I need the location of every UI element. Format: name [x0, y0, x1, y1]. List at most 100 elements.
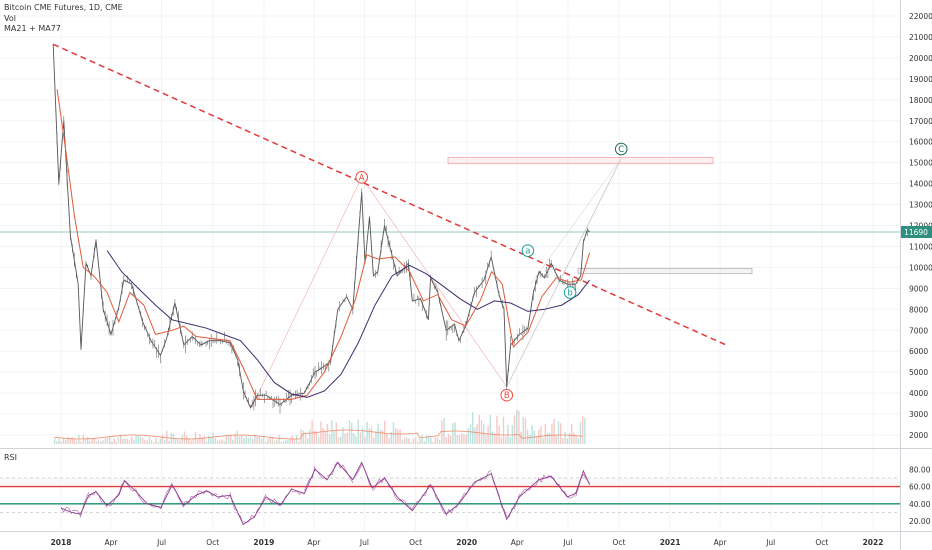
price-tick-label: 16000	[909, 138, 932, 147]
volume-bar	[62, 437, 65, 444]
volume-bar	[463, 434, 465, 444]
rsi-tick-label: 20.00	[909, 517, 931, 526]
rsi-detail	[458, 485, 475, 503]
ma-label[interactable]: MA21 + MA77	[4, 24, 61, 33]
price-tick-label: 5000	[909, 368, 928, 377]
volume-bar	[461, 433, 463, 444]
volume-bar	[529, 434, 531, 444]
volume-bar	[271, 436, 274, 444]
volume-bar	[560, 423, 562, 444]
rsi-detail	[71, 509, 81, 517]
time-tick-label: Jul	[562, 538, 572, 547]
price-axis: 2000 3000 4000 5000 6000 7000 8000 9000 10000 110…	[901, 12, 932, 526]
volume-bar	[485, 434, 487, 444]
rsi-detail	[147, 503, 162, 510]
volume-bar	[89, 440, 91, 444]
volume-bar	[326, 423, 329, 444]
volume-bar	[148, 436, 150, 444]
volume-bar	[557, 421, 560, 444]
volume-bar	[227, 434, 230, 444]
volume-bar	[269, 437, 271, 444]
volume-bar	[335, 422, 337, 444]
wave-label-circle	[563, 286, 577, 299]
time-tick-label: Oct	[613, 538, 626, 547]
volume-bar	[280, 441, 282, 444]
volume-bar	[500, 437, 502, 444]
volume-bar	[287, 439, 289, 444]
wave-leg	[530, 158, 622, 285]
volume-bar	[340, 436, 342, 444]
volume-bar	[386, 434, 388, 444]
volume-bar	[267, 438, 269, 444]
volume-bar	[109, 436, 111, 444]
price-tick-label: 10000	[909, 263, 932, 272]
last-price-tag	[901, 225, 932, 238]
volume-bar	[331, 420, 333, 444]
volume-bar	[555, 435, 557, 444]
volume-bar	[456, 434, 458, 444]
time-tick-label: Oct	[409, 538, 422, 547]
rsi-detail	[237, 514, 244, 526]
volume-bar	[362, 427, 364, 444]
volume-bar	[447, 433, 450, 444]
rsi-detail	[95, 491, 108, 508]
volume-bar	[106, 437, 109, 444]
volume-bar	[474, 427, 476, 444]
rsi-detail	[160, 482, 173, 509]
volume-bar	[157, 441, 159, 444]
time-tick-label: Oct	[206, 538, 219, 547]
volume-bar	[249, 437, 252, 444]
rsi-line	[60, 461, 591, 526]
wave-label-text: a	[525, 247, 530, 257]
time-tick-label: 2019	[253, 538, 274, 547]
volume-bar	[225, 436, 227, 444]
time-tick-label: Oct	[815, 538, 828, 547]
volume-bar	[535, 436, 538, 444]
volume-bar	[423, 440, 425, 444]
time-tick-label: Apr	[714, 538, 728, 547]
time-tick-label: Jul	[359, 538, 369, 547]
volume-bar	[205, 441, 208, 444]
volume-bar	[366, 422, 368, 444]
volume-bar	[124, 438, 126, 444]
wave-label-C: C	[614, 142, 628, 156]
volume-bar	[546, 432, 549, 444]
volume-bar	[384, 420, 386, 444]
volume-bar	[368, 428, 370, 444]
volume-bar	[113, 438, 115, 444]
price-tick-label: 11000	[909, 242, 932, 251]
volume-bar	[392, 422, 395, 444]
volume-bar	[65, 439, 67, 444]
volume-bar	[564, 431, 566, 444]
volume-bar	[346, 432, 348, 444]
volume-bar	[135, 435, 137, 444]
volume-bar	[375, 431, 377, 444]
rsi-detail	[195, 489, 207, 498]
volume-bar	[540, 426, 542, 444]
price-tick-label: 9000	[909, 284, 928, 293]
volume-bar	[542, 438, 544, 444]
volume-bar	[432, 442, 434, 444]
price-tick-label: 8000	[909, 305, 928, 314]
volume-bar	[441, 420, 443, 444]
volume-label[interactable]: Vol	[4, 13, 16, 23]
volume-bar	[428, 435, 430, 444]
rsi-label[interactable]: RSI	[4, 453, 17, 462]
volume-bar	[293, 439, 296, 444]
volume-bar	[177, 439, 179, 444]
time-tick-label: Apr	[105, 538, 119, 547]
symbol-title[interactable]: Bitcoin CME Futures, 1D, CME	[4, 3, 123, 12]
rsi-detail	[397, 498, 413, 511]
wave-label-b: b	[563, 286, 577, 299]
volume-bar	[445, 437, 447, 444]
series-line-ma77	[106, 250, 590, 398]
volume-bar	[219, 440, 221, 444]
wave-label-text: B	[504, 391, 510, 401]
volume-bar	[67, 437, 69, 444]
volume-bar	[212, 432, 214, 444]
rsi-detail	[430, 485, 447, 515]
volume-bar	[186, 435, 188, 444]
volume-bar	[245, 436, 247, 444]
volume-bar	[575, 436, 577, 444]
